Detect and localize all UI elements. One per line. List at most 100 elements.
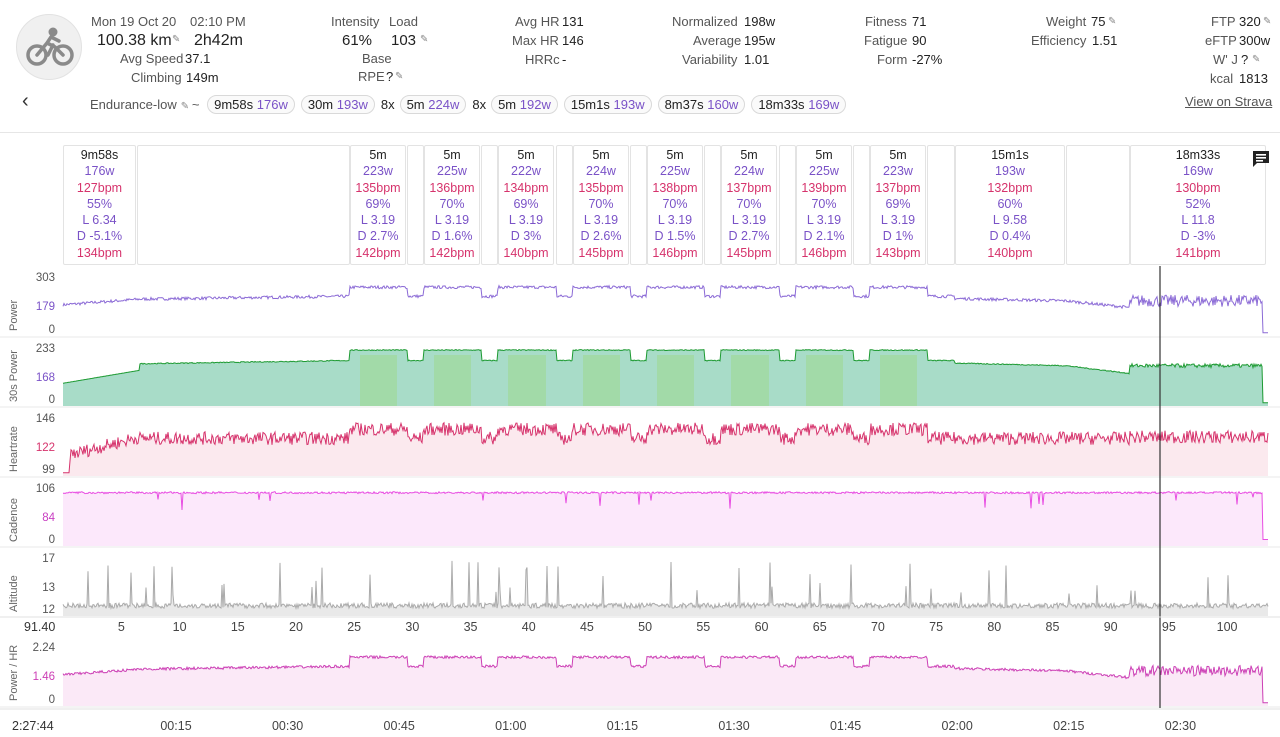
- distance-tick-label: 35: [463, 620, 478, 634]
- chip-duration: 9m58s: [214, 97, 254, 112]
- interval-box[interactable]: 5m 225w 138bpm 70% L 3.19 D 1.5% 146bpm: [647, 145, 703, 265]
- interval-hr: 137bpm: [726, 180, 772, 195]
- interval-max: 142bpm: [355, 245, 401, 260]
- chip-watts: 176w: [256, 97, 288, 112]
- workout-chip[interactable]: 15m1s 193w: [563, 95, 652, 114]
- back-arrow-icon[interactable]: ‹: [22, 90, 29, 112]
- interval-d: D 2.7%: [728, 229, 770, 244]
- interval-pct: 69%: [513, 196, 539, 211]
- interval-max: 146bpm: [801, 245, 847, 260]
- heartrate-area: [63, 422, 1268, 476]
- interval-l: L 3.19: [880, 213, 916, 228]
- y-tick-label: 0: [48, 324, 55, 336]
- interval-dur: 5m: [592, 148, 610, 162]
- distance-tick-label: 75: [929, 620, 944, 634]
- interval-box[interactable]: 5m 225w 136bpm 70% L 3.19 D 1.6% 142bpm: [424, 145, 480, 265]
- view-on-strava-link[interactable]: View on Strava: [1185, 94, 1273, 109]
- power-hr-area: [63, 655, 1268, 706]
- edit-w-prime-icon[interactable]: ✎: [1252, 54, 1261, 65]
- interval-box[interactable]: 5m 223w 135bpm 69% L 3.19 D 2.7% 142bpm: [350, 145, 406, 265]
- interval-box[interactable]: 5m 223w 137bpm 69% L 3.19 D 1% 143bpm: [870, 145, 926, 265]
- interval-hr: 138bpm: [652, 180, 698, 195]
- interval-hr: 139bpm: [801, 180, 847, 195]
- activity-duration: 2h42m: [194, 32, 243, 49]
- interval-dur: 5m: [517, 148, 535, 162]
- time-tick-label: 00:15: [160, 719, 192, 733]
- distance-tick-label: 70: [870, 620, 885, 634]
- weight-value: 75: [1091, 14, 1106, 29]
- interval-w: 193w: [995, 164, 1025, 179]
- edit-ftp-icon[interactable]: ✎: [1263, 16, 1272, 27]
- kcal-value: 1813: [1239, 71, 1268, 86]
- workout-chip[interactable]: 8m37s 160w: [657, 95, 746, 114]
- time-tick-label: 01:00: [495, 719, 527, 733]
- fatigue-value: 90: [912, 33, 927, 48]
- edit-workout-icon[interactable]: ✎: [180, 101, 192, 112]
- workout-chip[interactable]: 18m33s 169w: [751, 95, 847, 114]
- cursor-time-label: 2:27:44: [12, 719, 54, 733]
- interval-dur: 15m1s: [991, 148, 1029, 162]
- chip-duration: 30m: [307, 97, 334, 112]
- max-hr-value: 146: [562, 33, 584, 48]
- interval-max: 140bpm: [503, 245, 549, 260]
- interval-w: 224w: [734, 164, 764, 179]
- y-tick-label: 13: [42, 581, 55, 594]
- interval-d: D 0.4%: [989, 229, 1031, 244]
- edit-distance-icon[interactable]: ✎: [172, 34, 181, 45]
- interval-d: D 2.1%: [803, 229, 845, 244]
- y-tick-label: 122: [35, 441, 55, 454]
- activity-distance: 100.38 km: [97, 32, 172, 49]
- interval-box[interactable]: 5m 224w 135bpm 70% L 3.19 D 2.6% 145bpm: [573, 145, 629, 265]
- interval-w: 176w: [84, 164, 115, 179]
- distance-tick-label: 80: [987, 620, 1002, 634]
- distance-tick-label: 10: [172, 620, 187, 634]
- load-value: 103: [391, 32, 417, 49]
- fatigue-label: Fatigue: [864, 33, 908, 48]
- avg-speed-label: Avg Speed: [120, 51, 184, 66]
- ftp-label: FTP: [1211, 14, 1236, 29]
- edit-weight-icon[interactable]: ✎: [1108, 16, 1117, 27]
- y-tick-label: 99: [42, 464, 55, 476]
- activity-date: Mon 19 Oct 20: [91, 14, 177, 29]
- interval-l: L 3.19: [360, 213, 396, 228]
- weight-label: Weight: [1046, 14, 1087, 29]
- interval-hr: 137bpm: [875, 180, 921, 195]
- workout-chip[interactable]: 5m 192w: [491, 95, 558, 114]
- y-tick-label: 0: [48, 534, 55, 546]
- interval-box[interactable]: 9m58s 176w 127bpm 55% L 6.34 D -5.1% 134bpm: [63, 145, 136, 265]
- interval-box[interactable]: 18m33s 169w 130bpm 52% L 11.8 D -3% 141bpm: [1130, 145, 1266, 265]
- distance-tick-label: 95: [1161, 620, 1176, 634]
- activity-time: 02:10 PM: [190, 14, 246, 29]
- normalized-power-label: Normalized: [672, 14, 738, 29]
- workout-chip[interactable]: 9m58s 176w: [207, 95, 295, 114]
- time-tick-label: 01:15: [606, 719, 639, 733]
- interval-gap: [853, 145, 870, 265]
- interval-box[interactable]: 5m 224w 137bpm 70% L 3.19 D 2.7% 145bpm: [721, 145, 777, 265]
- interval-box[interactable]: 5m 222w 134bpm 69% L 3.19 D 3% 140bpm: [498, 145, 554, 265]
- interval-l: L 11.8: [1181, 213, 1215, 228]
- normalized-power-value: 198w: [744, 14, 776, 29]
- y-tick-label: 168: [35, 371, 55, 384]
- y-tick-label: 146: [35, 413, 55, 425]
- interval-w: 169w: [1183, 164, 1213, 179]
- interval-box[interactable]: 15m1s 193w 132bpm 60% L 9.58 D 0.4% 140bpm: [955, 145, 1065, 265]
- interval-max: 146bpm: [652, 245, 698, 260]
- interval-pct: 70%: [736, 196, 762, 211]
- y-tick-label: 1.46: [32, 671, 55, 683]
- comment-icon[interactable]: [1251, 149, 1271, 169]
- power-line: [62, 284, 1268, 334]
- cadence-line: [62, 490, 1268, 540]
- distance-tick-label: 90: [1103, 620, 1118, 634]
- interval-pct: 52%: [1185, 196, 1211, 211]
- interval-box[interactable]: 5m 225w 139bpm 70% L 3.19 D 2.1% 146bpm: [796, 145, 852, 265]
- workout-chip[interactable]: 30m 193w: [300, 95, 375, 114]
- chip-watts: 224w: [428, 97, 460, 112]
- edit-load-icon[interactable]: ✎: [420, 34, 429, 45]
- edit-rpe-icon[interactable]: ✎: [395, 71, 404, 82]
- chip-repeat-label: 8x: [380, 97, 395, 112]
- workout-chip[interactable]: 5m 224w: [399, 95, 467, 114]
- interval-d: D -5.1%: [76, 229, 123, 244]
- interval-highlight: [806, 355, 843, 406]
- interval-dur: 5m: [666, 148, 684, 162]
